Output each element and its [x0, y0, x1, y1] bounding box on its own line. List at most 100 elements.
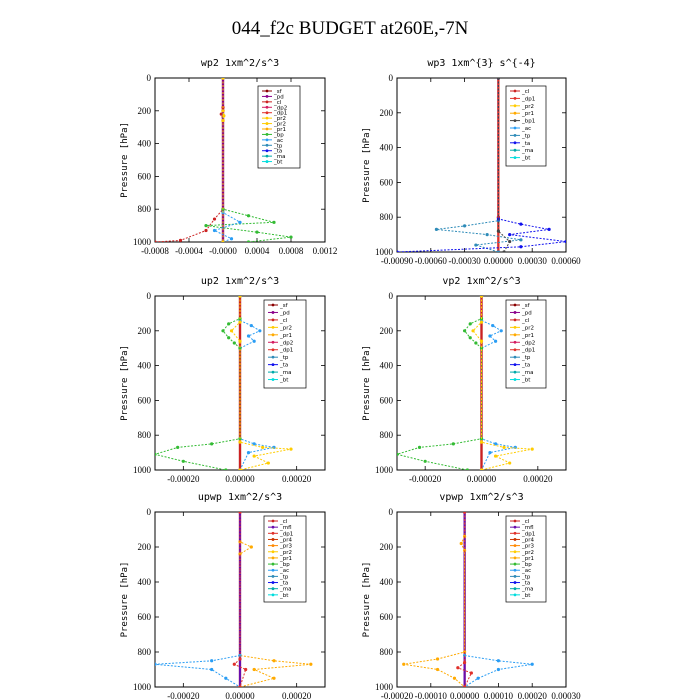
series-marker-ta — [508, 233, 512, 237]
series-marker-ac — [210, 667, 214, 672]
series-marker-tp — [463, 224, 467, 228]
series-marker-pr2 — [261, 445, 265, 449]
legend-marker — [271, 587, 275, 591]
legend-label: _ta — [521, 581, 530, 587]
legend-label: _pd — [521, 310, 532, 316]
x-tick-label: -0.00020 — [167, 691, 200, 700]
legend-marker — [271, 303, 275, 307]
legend-marker — [265, 122, 269, 125]
series-marker-bp — [246, 214, 251, 218]
series-line-cl — [155, 78, 224, 242]
series-marker-cl — [219, 112, 223, 116]
y-axis-label: Pressure [hPa] — [362, 562, 372, 638]
series-marker-bp — [479, 346, 484, 350]
legend-label: _tp — [521, 355, 531, 361]
series-marker-dp1 — [232, 662, 236, 666]
series-marker-pr2 — [493, 454, 498, 458]
legend-marker — [265, 89, 269, 93]
series-marker-ac — [212, 228, 217, 233]
chart-panel-2: wp3 1xm^{3} s^{-4} Pressure [hPa] 0 200 400 6… — [362, 58, 581, 266]
series-marker-dp1 — [469, 671, 473, 675]
legend-marker — [271, 550, 275, 554]
y-tick-label: 0 — [389, 507, 394, 517]
y-tick-label: 600 — [380, 177, 394, 187]
legend-box — [505, 299, 547, 389]
legend-marker — [265, 133, 269, 136]
legend-marker — [513, 574, 517, 578]
series-marker-ac — [530, 662, 534, 666]
y-axis-label: Pressure [hPa] — [120, 562, 130, 638]
panel-title: up2 1xm^2/s^3 — [201, 276, 279, 287]
legend-marker — [513, 562, 517, 566]
legend-marker — [513, 544, 517, 548]
legend-label: _pr4 — [279, 537, 293, 543]
series-marker-bp — [468, 336, 472, 340]
legend-label: _ta — [279, 363, 288, 369]
series-marker-dp1 — [238, 657, 242, 661]
series-marker-cl — [178, 238, 183, 242]
series-line-pr1 — [239, 512, 311, 687]
series-marker-dp1 — [244, 667, 248, 672]
legend-label: _dp2 — [279, 340, 293, 346]
series-marker-tp — [519, 238, 523, 242]
series-marker-ac — [496, 667, 500, 672]
legend-label: _cl — [521, 519, 530, 525]
legend-marker — [271, 355, 275, 359]
legend-marker — [271, 325, 275, 329]
x-tick-label: -0.00090 — [381, 256, 414, 266]
series-line-ac — [481, 296, 516, 470]
legend: _cl_mfl_dp1_pr4_pr3_pr2_pr1_bp_ac_tp_ta_… — [505, 515, 547, 603]
legend-marker — [271, 574, 275, 578]
legend-marker — [265, 105, 269, 109]
series-marker-dp1 — [238, 512, 242, 514]
legend-label: _ma — [273, 154, 285, 160]
legend-marker — [271, 581, 275, 584]
series-marker-tp — [434, 227, 439, 231]
series-line-pr2 — [472, 296, 533, 470]
series-marker-dp1 — [463, 685, 467, 687]
legend-label: _pr2 — [521, 104, 534, 110]
legend-marker — [271, 340, 275, 344]
legend-marker — [271, 333, 275, 337]
legend-label: _ma — [279, 370, 291, 376]
chart-panel-5: upwp 1xm^2/s^3 Pressure [hPa] 0 200 400 600 80… — [120, 492, 326, 700]
y-tick-label: 400 — [380, 361, 394, 371]
legend-label: _sf — [273, 89, 283, 95]
legend-label: _tp — [279, 574, 289, 580]
series-marker-pr2 — [289, 447, 293, 451]
y-tick-label: 1000 — [375, 247, 394, 257]
legend-marker — [513, 134, 517, 137]
legend-marker — [513, 104, 517, 108]
legend-label: _ma — [521, 148, 533, 154]
series-marker-pr1 — [435, 667, 440, 672]
legend: _sf_pd _cl_pr2 _pr1_dp2 _dp1_tp _ta_ma _bt — [505, 299, 547, 389]
series-marker-pr2 — [221, 240, 225, 242]
legend-marker — [265, 160, 269, 163]
series-marker-bp — [238, 346, 242, 350]
series-marker-ac — [246, 451, 251, 455]
series-group — [155, 78, 293, 242]
legend-marker — [271, 562, 275, 566]
legend-marker — [271, 311, 275, 314]
legend-marker — [513, 378, 517, 381]
legend-label: _ma — [521, 587, 533, 593]
series-marker-cl — [204, 228, 208, 233]
series-marker-ac — [476, 676, 480, 680]
legend-label: _cl — [521, 89, 530, 95]
legend-label: _dp1 — [279, 531, 293, 537]
series-marker-pr2 — [479, 339, 484, 343]
y-tick-label: 600 — [138, 171, 152, 181]
series-marker-bp — [451, 442, 455, 446]
series-marker-bp — [221, 329, 225, 333]
y-tick-label: 800 — [138, 647, 152, 657]
legend-marker — [265, 100, 269, 104]
x-tick-label: -0.0004 — [175, 246, 203, 256]
series-group — [402, 512, 534, 687]
series-marker-tp — [496, 250, 500, 252]
y-tick-label: 200 — [380, 108, 394, 118]
series-group — [155, 512, 313, 687]
x-tick-label: -0.00010 — [415, 691, 448, 700]
y-tick-label: 1000 — [375, 682, 394, 692]
y-tick-label: 0 — [147, 507, 152, 517]
y-tick-label: 0 — [389, 291, 394, 301]
